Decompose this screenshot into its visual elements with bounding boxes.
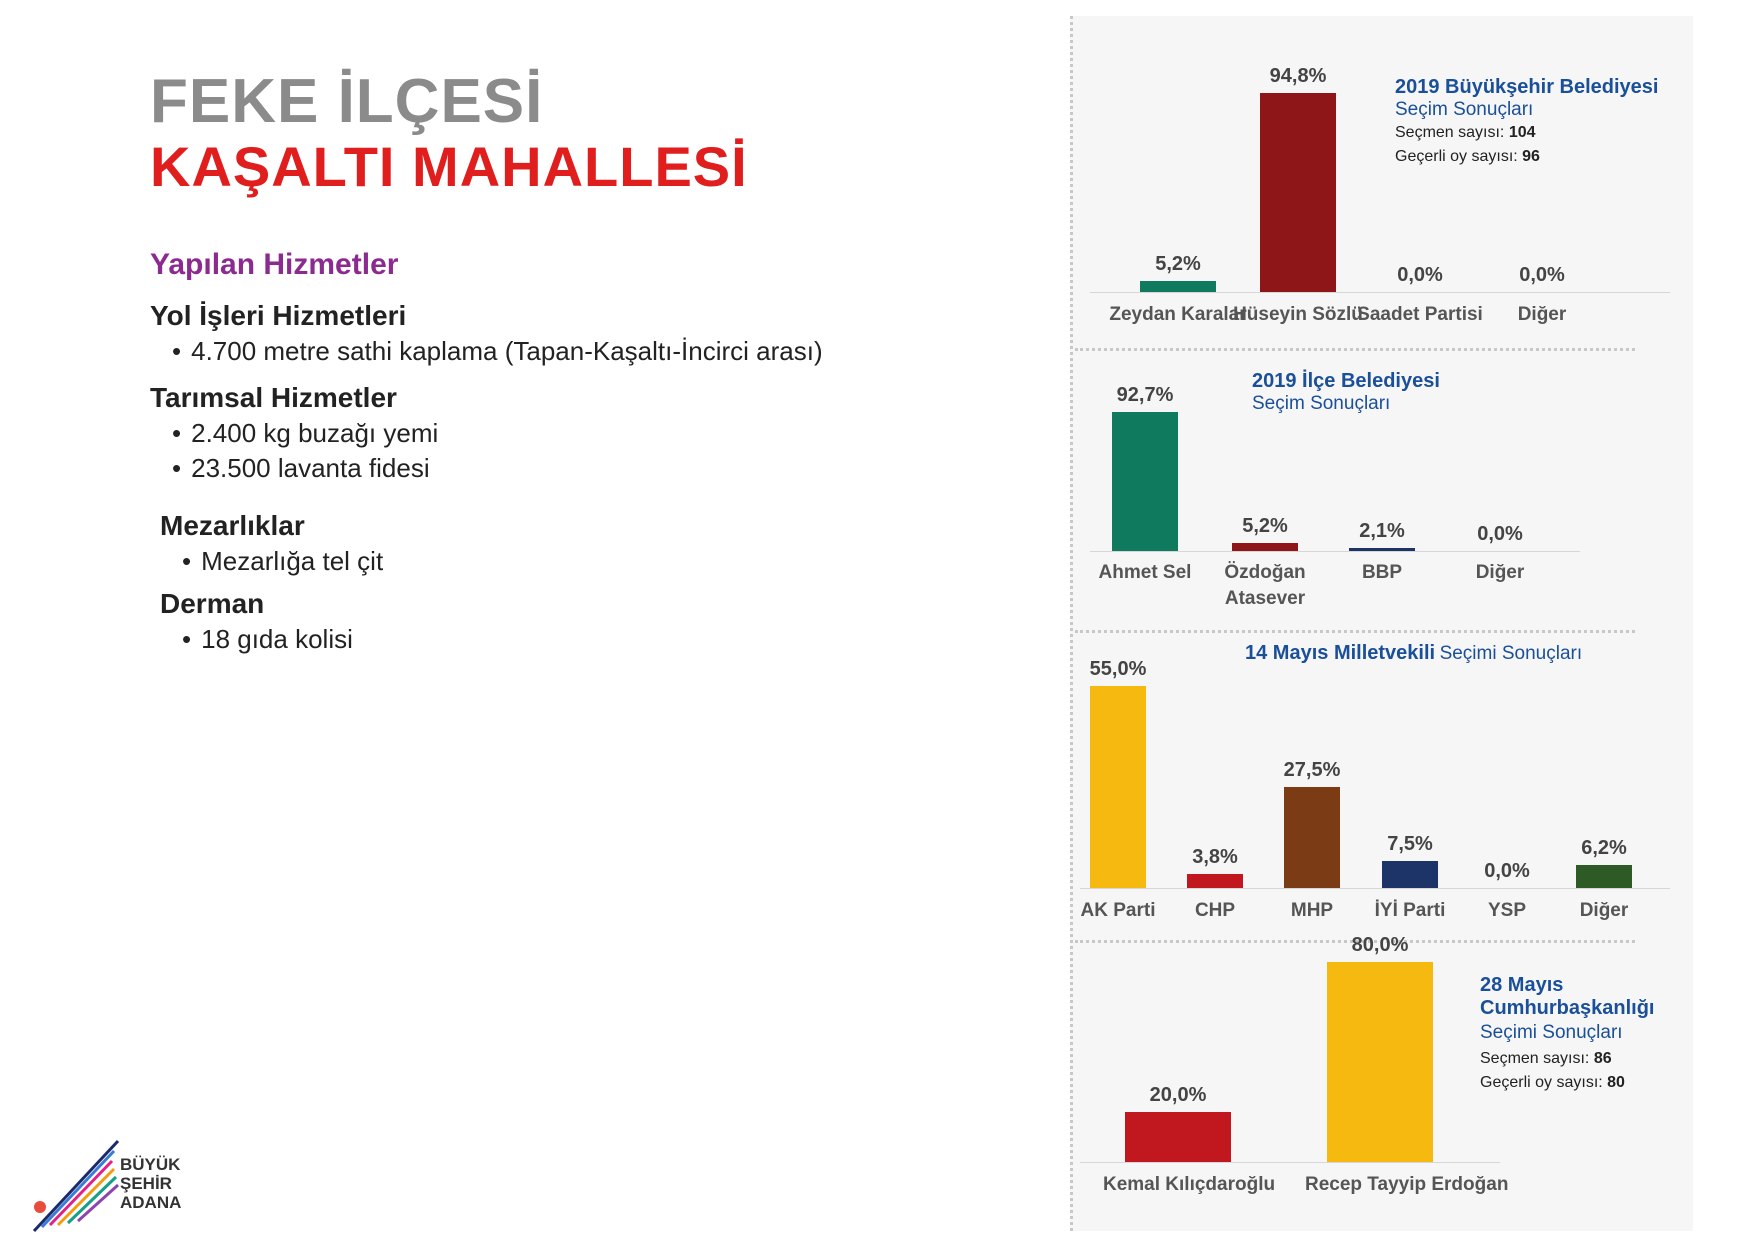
- category-label: Kemal Kılıçdaroğlu: [1103, 1174, 1276, 1195]
- bar-2: [1260, 92, 1336, 292]
- separator: [1075, 940, 1635, 943]
- bar-value-label: 0,0%: [1477, 523, 1523, 545]
- chart-may28-presidential: 28 Mayıs Cumhurbaşkanlığı Seçimi Sonuçla…: [1070, 934, 1690, 1234]
- bar-value-label: 80,0%: [1351, 934, 1409, 956]
- category-label: Diğer: [1475, 562, 1525, 583]
- category-label: MHP: [1290, 900, 1334, 921]
- category-label: Recep Tayyip Erdoğan: [1305, 1174, 1509, 1195]
- bar-value-label: 5,2%: [1242, 515, 1288, 538]
- separator: [1075, 348, 1635, 351]
- chart-baseline: [1090, 292, 1670, 293]
- service-item: Mezarlığa tel çit: [182, 546, 383, 577]
- chart-subtitle: Seçim Sonuçları: [1252, 393, 1391, 414]
- service-item: 23.500 lavanta fidesi: [172, 453, 430, 484]
- category-label: Hüseyin Sözlü: [1233, 304, 1363, 325]
- bar-value-label: 0,0%: [1397, 264, 1443, 286]
- chart-baseline: [1090, 551, 1580, 552]
- category-label: Saadet Partisi: [1357, 304, 1483, 325]
- chart-2019-metropolitan: 2019 Büyükşehir Belediyesi Seçim Sonuçla…: [1070, 20, 1690, 350]
- bar-1: [1112, 411, 1178, 551]
- bar-1: [1140, 281, 1216, 292]
- category-label: BBP: [1361, 562, 1403, 583]
- chart-may14-parliament: 14 Mayıs Milletvekili Seçimi Sonuçları 5…: [1070, 634, 1690, 940]
- neighborhood-title: KAŞALTI MAHALLESİ: [150, 135, 748, 198]
- bar-4: [1382, 860, 1438, 888]
- bar-value-label: 2,1%: [1359, 519, 1405, 542]
- voter-count: Seçmen sayısı: 104: [1395, 124, 1536, 141]
- category-label: Özdoğan Atasever: [1224, 562, 1306, 609]
- services-title: Yapılan Hizmetler: [150, 248, 399, 281]
- category-road: Yol İşleri Hizmetleri: [150, 300, 407, 331]
- category-label: AK Parti: [1080, 900, 1156, 921]
- chart-subtitle: Seçim Sonuçları: [1395, 99, 1534, 120]
- bar-value-label: 55,0%: [1089, 658, 1147, 681]
- bar-2: [1327, 962, 1433, 1162]
- service-item: 18 gıda kolisi: [182, 624, 353, 655]
- category-label: İYİ Parti: [1374, 900, 1446, 921]
- chart-baseline: [1080, 1162, 1500, 1163]
- bar-value-label: 5,2%: [1155, 253, 1201, 276]
- bar-2: [1187, 874, 1243, 888]
- logo-text-line1: BÜYÜK: [120, 1155, 181, 1174]
- bar-value-label: 27,5%: [1283, 759, 1341, 782]
- category-label: Ahmet Sel: [1098, 562, 1192, 583]
- valid-vote-count: Geçerli oy sayısı: 80: [1480, 1074, 1625, 1091]
- service-item: 2.400 kg buzağı yemi: [172, 418, 438, 449]
- bar-6: [1576, 865, 1632, 888]
- separator: [1075, 630, 1635, 633]
- bar-value-label: 0,0%: [1484, 860, 1530, 882]
- valid-vote-count: Geçerli oy sayısı: 96: [1395, 148, 1540, 165]
- category-label: CHP: [1194, 900, 1236, 921]
- chart-title: 28 Mayıs Cumhurbaşkanlığı: [1480, 974, 1655, 1019]
- category-label: YSP: [1487, 900, 1527, 921]
- voter-count: Seçmen sayısı: 86: [1480, 1050, 1612, 1067]
- bar-value-label: 94,8%: [1269, 64, 1327, 87]
- chart-subtitle: Seçimi Sonuçları: [1480, 1022, 1623, 1043]
- district-title: FEKE İLÇESİ: [150, 67, 544, 136]
- bar-1: [1125, 1112, 1231, 1162]
- category-derman: Derman: [160, 588, 265, 619]
- service-item: 4.700 metre sathi kaplama (Tapan-Kaşaltı…: [172, 336, 823, 367]
- logo-stripes-icon: [32, 1139, 120, 1233]
- bar-value-label: 3,8%: [1192, 846, 1238, 869]
- bar-value-label: 7,5%: [1387, 832, 1433, 855]
- bar-1: [1090, 686, 1146, 888]
- chart-2019-district: 2019 İlçe Belediyesi Seçim Sonuçları 92,…: [1070, 352, 1690, 632]
- bar-2: [1232, 543, 1298, 551]
- logo-text-line2: ŞEHİR: [120, 1174, 172, 1193]
- chart-baseline: [1080, 888, 1670, 889]
- bar-3: [1349, 547, 1415, 551]
- chart-title-line: 14 Mayıs Milletvekili Seçimi Sonuçları: [1245, 642, 1583, 664]
- category-label: Zeydan Karalar: [1109, 304, 1247, 325]
- bar-value-label: 92,7%: [1116, 383, 1174, 406]
- bar-value-label: 6,2%: [1581, 837, 1627, 860]
- bar-3: [1284, 787, 1340, 888]
- category-label: Diğer: [1517, 304, 1567, 325]
- logo-text-line3: ADANA: [120, 1193, 182, 1212]
- bar-value-label: 20,0%: [1149, 1084, 1207, 1106]
- buyuksehir-adana-logo: BÜYÜK ŞEHİR ADANA: [28, 1135, 208, 1235]
- chart-title: 2019 Büyükşehir Belediyesi: [1395, 76, 1659, 98]
- category-cemeteries: Mezarlıklar: [160, 510, 305, 541]
- category-agriculture: Tarımsal Hizmetler: [150, 382, 397, 413]
- category-label: Diğer: [1579, 900, 1629, 921]
- chart-title: 2019 İlçe Belediyesi: [1252, 370, 1440, 392]
- bar-value-label: 0,0%: [1519, 264, 1565, 286]
